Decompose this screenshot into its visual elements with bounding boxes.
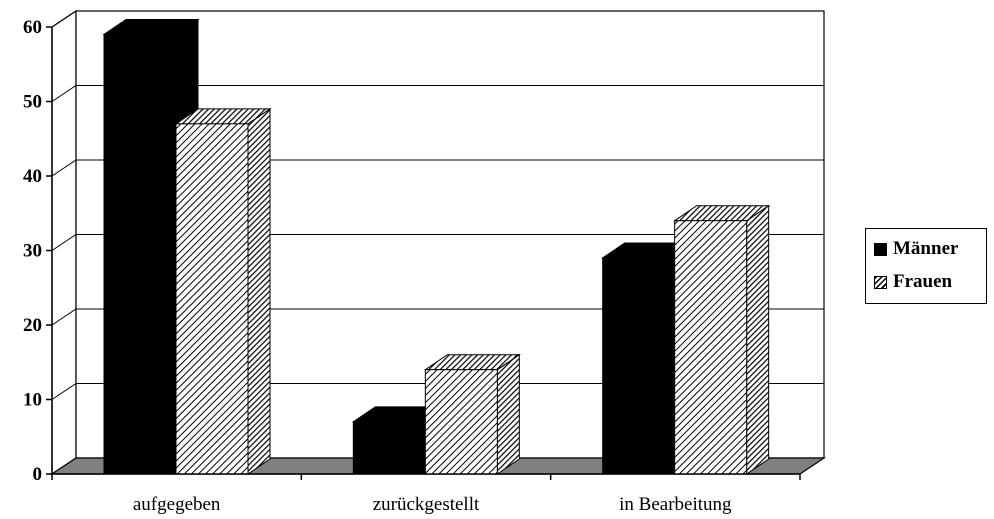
gridline	[51, 383, 824, 400]
gridline	[51, 10, 824, 28]
bar-front	[674, 220, 748, 475]
legend-swatch-solid	[874, 242, 887, 256]
bar-front	[175, 123, 249, 475]
legend-label: Männer	[893, 238, 959, 259]
bar-side	[496, 353, 520, 475]
y-axis-ticks: 0 10 20 30 40 50 60	[23, 17, 52, 485]
bar-front	[424, 369, 498, 475]
y-tick-label: 40	[23, 166, 42, 187]
legend: Männer Frauen	[865, 228, 987, 304]
x-category-label: aufgegeben	[133, 494, 221, 515]
gridline	[51, 234, 824, 251]
legend-item-maenner: Männer	[874, 237, 958, 261]
y-tick-label: 30	[23, 241, 42, 262]
gridlines	[51, 10, 824, 400]
bar-front	[602, 257, 676, 475]
y-tick-label: 50	[23, 92, 42, 113]
bar-frauen-0	[174, 107, 272, 475]
legend-swatch-hatched	[874, 275, 887, 289]
legend-label: Frauen	[893, 271, 953, 292]
y-tick-label: 10	[23, 390, 42, 411]
gridline	[51, 159, 824, 177]
y-tick-label: 60	[23, 17, 42, 38]
x-axis-labels: aufgegeben zurückgestellt in Bearbeitung	[51, 474, 801, 515]
x-category-label: in Bearbeitung	[619, 494, 732, 515]
bar-side	[247, 107, 271, 475]
y-tick-label: 20	[23, 315, 42, 336]
legend-item-frauen: Frauen	[874, 270, 952, 294]
gridline	[51, 308, 824, 326]
bar-side	[746, 204, 770, 475]
bar-front	[352, 421, 426, 475]
gridline	[51, 85, 824, 102]
y-tick-label: 0	[33, 464, 43, 485]
bars	[102, 18, 771, 475]
bar-frauen-2	[673, 204, 771, 475]
bar-frauen-1	[423, 353, 521, 475]
bar-front	[103, 33, 177, 475]
x-category-label: zurückgestellt	[373, 494, 480, 515]
